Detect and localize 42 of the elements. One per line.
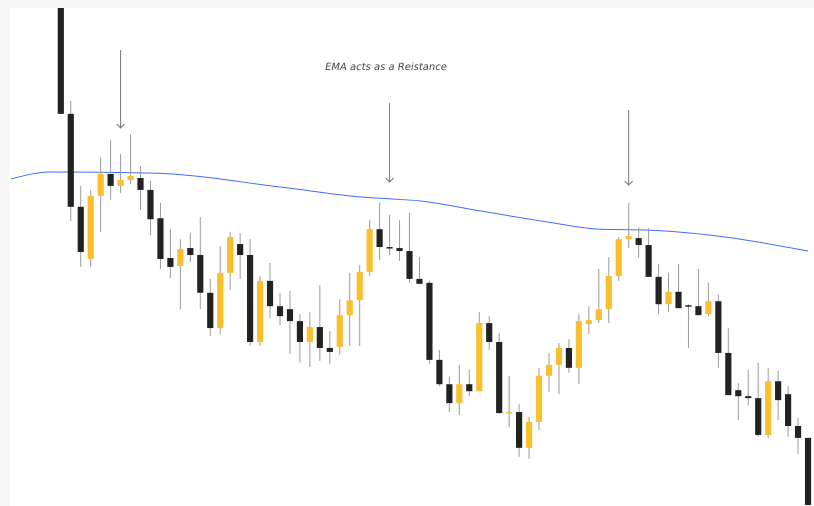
candlestick bbox=[316, 284, 323, 362]
candlestick bbox=[326, 330, 333, 364]
candlestick bbox=[167, 228, 174, 278]
candlestick bbox=[108, 140, 114, 200]
candlestick bbox=[127, 134, 134, 184]
candlestick bbox=[98, 156, 104, 233]
candlestick bbox=[446, 376, 452, 413]
candlestick bbox=[416, 256, 423, 284]
candlestick bbox=[118, 154, 124, 194]
candlestick bbox=[386, 214, 393, 256]
candlestick bbox=[546, 352, 552, 393]
candlestick bbox=[456, 364, 462, 416]
candlestick bbox=[556, 342, 562, 395]
candlestick bbox=[306, 312, 313, 368]
candlestick bbox=[486, 316, 492, 350]
candlestick bbox=[636, 226, 642, 258]
candlestick bbox=[735, 382, 742, 421]
candlestick bbox=[137, 166, 144, 210]
candlestick bbox=[346, 272, 353, 346]
candlestick bbox=[596, 268, 602, 324]
candlestick bbox=[675, 263, 682, 309]
candlestick bbox=[705, 282, 712, 317]
candlestick bbox=[695, 268, 702, 316]
candlestick bbox=[296, 314, 304, 364]
candlestick bbox=[775, 370, 782, 421]
candlestick bbox=[177, 238, 184, 310]
candlestick bbox=[286, 290, 294, 354]
candlestick bbox=[466, 369, 472, 397]
candlestick bbox=[745, 369, 752, 406]
candlestick bbox=[276, 292, 284, 326]
candlestick bbox=[586, 306, 592, 335]
candlestick bbox=[794, 418, 802, 454]
candlestick bbox=[566, 338, 572, 374]
candlestick bbox=[685, 304, 692, 348]
candlestick bbox=[626, 202, 632, 249]
candlestick bbox=[506, 375, 512, 428]
candlestick bbox=[187, 232, 194, 262]
candlestick bbox=[376, 202, 383, 260]
annotation: EMA acts as a Reistance bbox=[325, 62, 447, 73]
candlestick bbox=[665, 272, 672, 313]
candlestick bbox=[237, 232, 244, 280]
candlestick bbox=[396, 220, 403, 262]
